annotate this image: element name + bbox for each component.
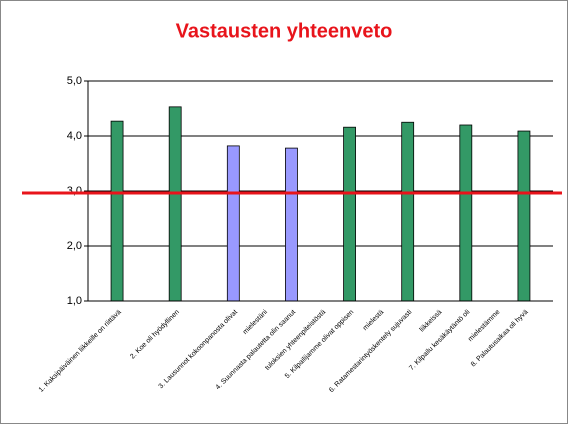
bar [168, 106, 182, 302]
y-tick-label: 2,0 [67, 240, 82, 252]
chart-title: Vastausten yhteenveto [176, 20, 393, 42]
bar [401, 121, 415, 302]
bar [226, 145, 240, 302]
y-tick-label: 5,0 [67, 75, 82, 87]
bar [459, 124, 473, 302]
bar [285, 147, 298, 302]
bar [343, 126, 356, 302]
y-tick-label: 3,0 [67, 185, 82, 197]
bar [517, 130, 531, 302]
y-tick-label: 4,0 [67, 130, 82, 142]
bar [110, 120, 124, 302]
y-tick-label: 1,0 [67, 295, 82, 307]
